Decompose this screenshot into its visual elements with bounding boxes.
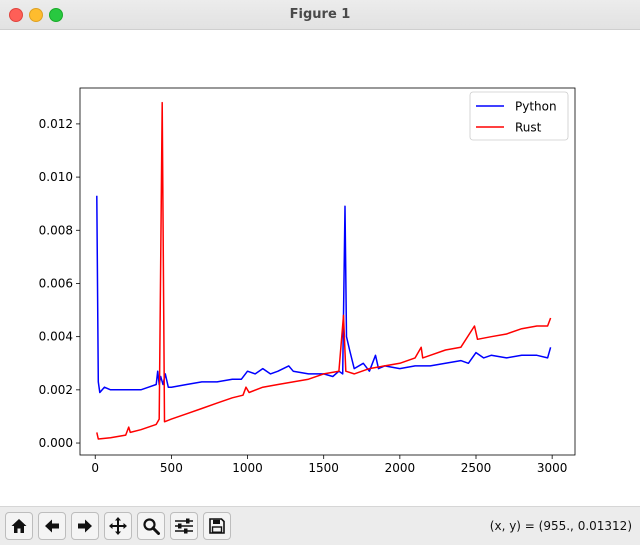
line-chart[interactable]: 0 500 1000 1500 2000 2500 3000 0.000 0.002 0.004 0…: [0, 30, 640, 506]
x-tick-label: 1500: [308, 461, 339, 475]
legend-label: Python: [515, 100, 557, 114]
back-button[interactable]: [38, 512, 66, 540]
x-tick-label: 2000: [385, 461, 416, 475]
zoom-button[interactable]: [137, 512, 165, 540]
y-tick-label: 0.008: [39, 223, 73, 237]
window-close-button[interactable]: [9, 8, 23, 22]
navigation-toolbar: (x, y) = (955., 0.01312): [0, 506, 640, 545]
x-tick-label: 2500: [461, 461, 492, 475]
x-tick-label: 1000: [232, 461, 263, 475]
window-titlebar: Figure 1: [0, 0, 640, 30]
arrow-right-icon: [78, 519, 92, 533]
y-tick-label: 0.004: [39, 330, 73, 344]
series-line-rust: [96, 101, 552, 440]
home-icon: [11, 519, 27, 533]
floppy-disk-icon: [209, 518, 225, 534]
window-title: Figure 1: [289, 7, 351, 22]
window-minimize-button[interactable]: [29, 8, 43, 22]
move-icon: [109, 517, 127, 535]
forward-button[interactable]: [71, 512, 99, 540]
cursor-coordinates: (x, y) = (955., 0.01312): [489, 519, 632, 533]
configure-subplots-button[interactable]: [170, 512, 198, 540]
x-tick-label: 0: [91, 461, 99, 475]
series-line-python: [96, 195, 552, 394]
home-button[interactable]: [5, 512, 33, 540]
legend-label: Rust: [515, 121, 542, 135]
axes-frame: [79, 87, 576, 456]
y-tick-label: 0.006: [39, 276, 73, 290]
y-tick-label: 0.012: [39, 117, 73, 131]
legend-box: [469, 91, 569, 141]
arrow-left-icon: [45, 519, 59, 533]
pan-button[interactable]: [104, 512, 132, 540]
figure-canvas[interactable]: 0 500 1000 1500 2000 2500 3000 0.000 0.002 0.004 0…: [0, 30, 640, 506]
y-tick-label: 0.002: [39, 383, 73, 397]
y-tick-label: 0.000: [39, 436, 73, 450]
window-maximize-button[interactable]: [49, 8, 63, 22]
sliders-icon: [175, 518, 193, 534]
x-tick-label: 500: [160, 461, 183, 475]
magnifier-icon: [143, 518, 160, 535]
x-tick-label: 3000: [537, 461, 568, 475]
y-tick-label: 0.010: [39, 170, 73, 184]
save-button[interactable]: [203, 512, 231, 540]
